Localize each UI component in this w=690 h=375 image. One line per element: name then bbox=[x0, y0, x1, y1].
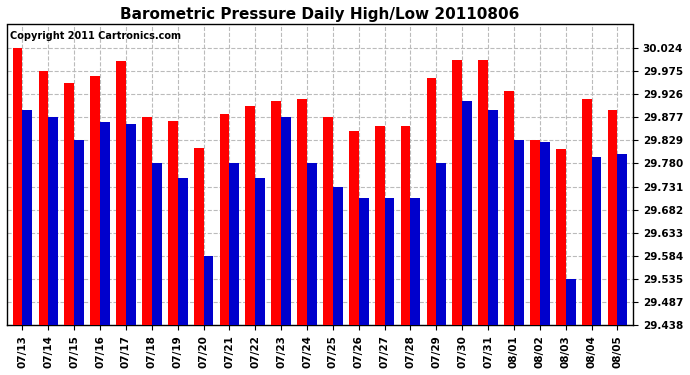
Bar bbox=[333, 186, 343, 326]
Bar bbox=[401, 126, 411, 326]
Bar bbox=[271, 101, 281, 326]
Bar bbox=[194, 148, 204, 326]
Bar bbox=[219, 114, 229, 326]
Bar bbox=[530, 140, 540, 326]
Bar bbox=[462, 101, 472, 326]
Bar bbox=[436, 163, 446, 326]
Bar bbox=[178, 177, 188, 326]
Bar bbox=[488, 110, 498, 326]
Bar bbox=[12, 48, 23, 326]
Text: Copyright 2011 Cartronics.com: Copyright 2011 Cartronics.com bbox=[10, 30, 181, 40]
Bar bbox=[349, 131, 359, 326]
Bar bbox=[90, 76, 100, 326]
Bar bbox=[255, 177, 265, 326]
Title: Barometric Pressure Daily High/Low 20110806: Barometric Pressure Daily High/Low 20110… bbox=[120, 7, 520, 22]
Bar bbox=[618, 154, 627, 326]
Bar bbox=[297, 99, 307, 326]
Bar bbox=[152, 163, 161, 326]
Bar bbox=[591, 157, 602, 326]
Bar bbox=[75, 140, 84, 326]
Bar bbox=[168, 121, 178, 326]
Bar bbox=[307, 163, 317, 326]
Bar bbox=[359, 198, 368, 326]
Bar bbox=[384, 198, 395, 326]
Bar bbox=[39, 71, 48, 326]
Bar bbox=[23, 110, 32, 326]
Bar bbox=[126, 124, 136, 326]
Bar bbox=[100, 122, 110, 326]
Bar bbox=[116, 62, 126, 326]
Bar bbox=[540, 142, 550, 326]
Bar bbox=[411, 198, 420, 326]
Bar bbox=[608, 110, 618, 326]
Bar bbox=[566, 279, 575, 326]
Bar bbox=[142, 117, 152, 326]
Bar bbox=[281, 117, 291, 326]
Bar bbox=[582, 99, 591, 326]
Bar bbox=[375, 126, 384, 326]
Bar bbox=[64, 83, 75, 326]
Bar bbox=[204, 256, 213, 326]
Bar bbox=[453, 60, 462, 326]
Bar bbox=[323, 117, 333, 326]
Bar bbox=[478, 60, 488, 326]
Bar bbox=[426, 78, 436, 326]
Bar bbox=[48, 117, 58, 326]
Bar bbox=[504, 91, 514, 326]
Bar bbox=[246, 106, 255, 326]
Bar bbox=[514, 140, 524, 326]
Bar bbox=[229, 163, 239, 326]
Bar bbox=[556, 149, 566, 326]
